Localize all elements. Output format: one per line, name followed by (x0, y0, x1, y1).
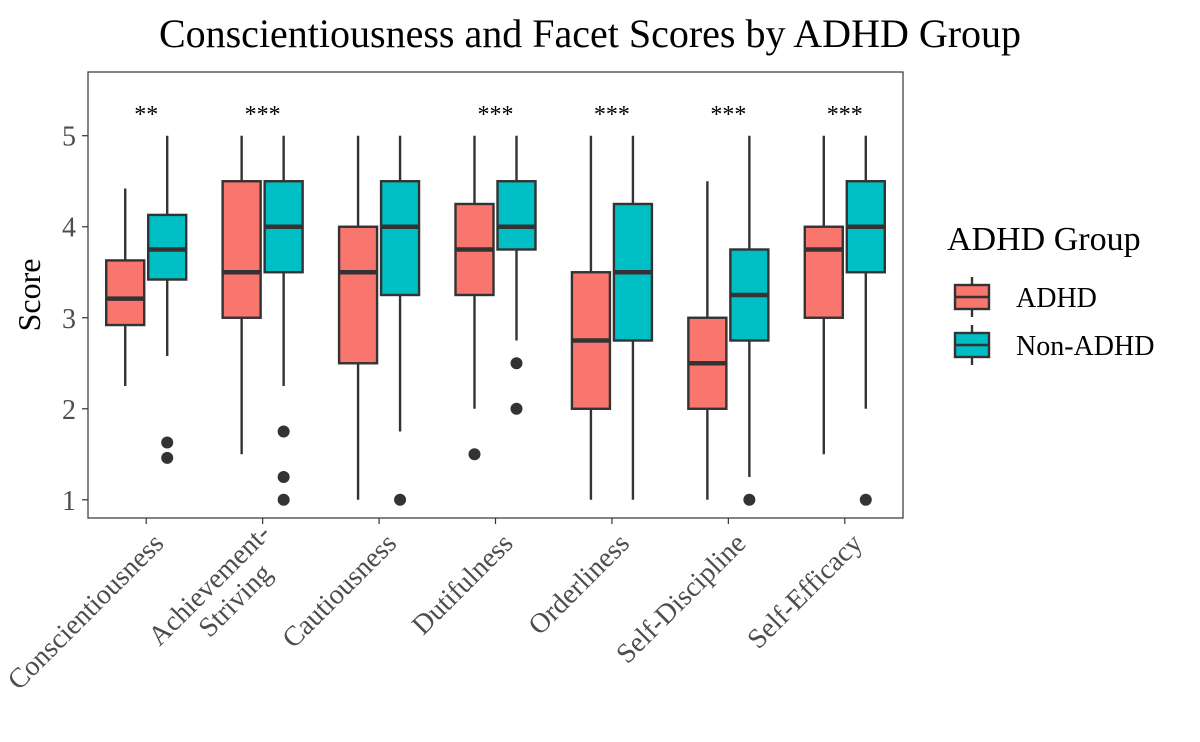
box-adhd-5 (687, 181, 728, 500)
box-iqr (337, 225, 379, 365)
box-non-adhd-6 (845, 135, 886, 506)
outlier-point (277, 493, 290, 506)
box-iqr (379, 180, 421, 297)
outlier-point (277, 471, 290, 484)
box-adhd-6 (803, 135, 844, 455)
y-tick-label: 5 (62, 122, 76, 153)
outlier-point (743, 493, 756, 506)
y-tick-label: 4 (62, 213, 76, 244)
x-tick-label-line: Orderliness (523, 528, 636, 641)
box-iqr (147, 213, 188, 281)
x-tick-label-line: Cautiousness (277, 528, 403, 654)
outlier-point (510, 402, 523, 415)
legend-entry-label: ADHD (1016, 283, 1097, 314)
x-tick-label: Dutifulness (406, 528, 519, 641)
y-axis-label: Score (11, 259, 47, 332)
box-iqr (803, 225, 844, 319)
outlier-point (161, 436, 174, 449)
box-adhd-2 (337, 135, 379, 500)
y-axis: 1 2 3 4 5 (62, 122, 88, 517)
box-adhd-0 (105, 188, 146, 387)
box-adhd-1 (221, 135, 262, 455)
significance-label: *** (827, 102, 863, 128)
outlier-point (394, 493, 407, 506)
x-tick-label: Conscientiousness (2, 528, 170, 696)
x-tick-label: Cautiousness (277, 528, 403, 654)
legend-title: ADHD Group (947, 221, 1141, 258)
significance-label: *** (478, 102, 514, 128)
y-tick-label: 1 (62, 486, 76, 517)
box-adhd-4 (570, 135, 612, 500)
box-non-adhd-2 (379, 135, 421, 506)
box-non-adhd-1 (263, 135, 304, 506)
box-iqr (105, 259, 146, 327)
box-series (105, 135, 886, 506)
significance-labels: ** *** *** *** *** *** (134, 102, 863, 128)
box-non-adhd-0 (147, 135, 188, 464)
outlier-point (859, 493, 872, 506)
legend: ADHD Group ADHD Non-ADHD (947, 221, 1154, 365)
outlier-point (161, 451, 174, 464)
significance-label: ** (134, 102, 158, 128)
box-non-adhd-5 (729, 135, 770, 506)
x-tick-label: Orderliness (523, 528, 636, 641)
chart-title: Conscientiousness and Facet Scores by AD… (159, 11, 1021, 56)
x-tick-label-line: Dutifulness (406, 528, 519, 641)
legend-entry-label: Non-ADHD (1016, 331, 1154, 362)
box-iqr (221, 180, 262, 319)
x-tick-label-line: Conscientiousness (2, 528, 170, 696)
significance-label: *** (594, 102, 630, 128)
outlier-point (510, 357, 523, 370)
significance-label: *** (245, 102, 281, 128)
box-non-adhd-4 (612, 135, 654, 500)
box-non-adhd-3 (496, 135, 537, 415)
y-tick-label: 3 (62, 304, 76, 335)
x-tick-label: Achievement-Striving (143, 518, 298, 673)
x-tick-label-line: Self-Efficacy (742, 528, 869, 655)
box-adhd-3 (454, 135, 495, 461)
outlier-point (468, 448, 481, 461)
y-tick-label: 2 (62, 395, 76, 426)
significance-label: *** (710, 102, 746, 128)
plot-panel (87, 71, 904, 519)
x-tick-label: Self-Efficacy (742, 528, 869, 655)
box-iqr (496, 180, 537, 251)
x-axis: ConscientiousnessAchievement-StrivingCau… (2, 518, 869, 696)
outlier-point (277, 425, 290, 438)
